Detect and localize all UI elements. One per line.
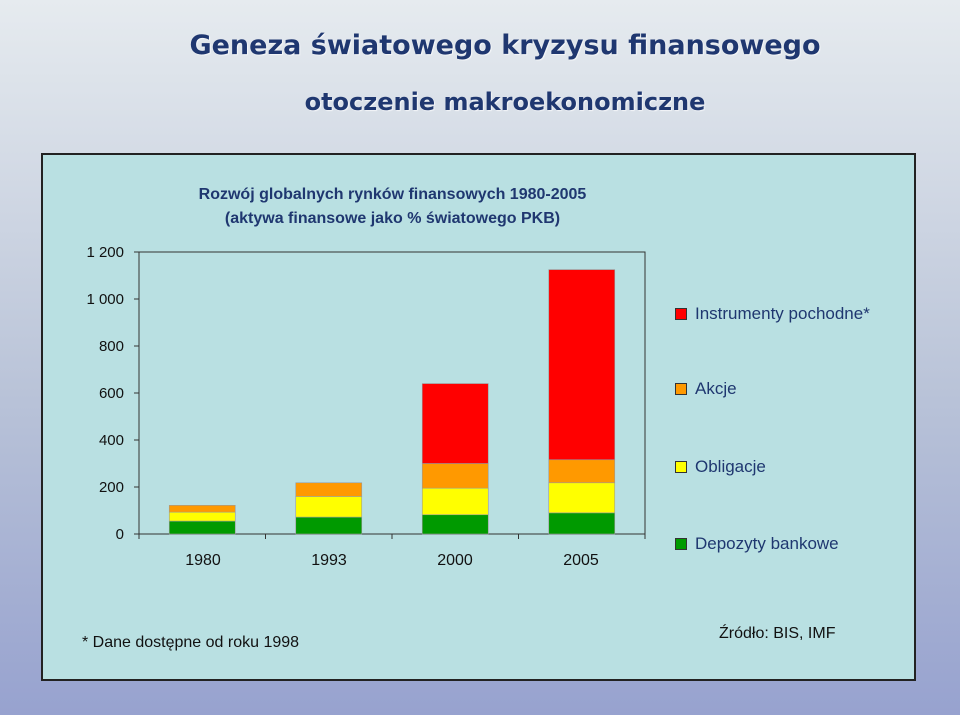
- bar-segment: [421, 487, 489, 516]
- bar-segment: [295, 482, 363, 497]
- x-tick-label: 2005: [563, 552, 599, 569]
- bar-segment: [295, 516, 363, 535]
- page-title: Geneza światowego kryzysu finansowego: [189, 30, 821, 61]
- bar-segment: [421, 463, 489, 489]
- y-tick-label: 200: [98, 479, 124, 496]
- legend-label: Akcje: [695, 379, 737, 398]
- bar-segment: [421, 383, 489, 464]
- bar-segment: [548, 269, 616, 461]
- bar-segment: [295, 496, 363, 518]
- y-tick-label: 600: [98, 385, 124, 402]
- footnote: * Dane dostępne od roku 1998: [82, 634, 300, 651]
- bar-segment: [421, 514, 489, 535]
- chart-subtitle: (aktywa finansowe jako % światowego PKB): [224, 210, 561, 227]
- y-tick-label: 0: [115, 526, 124, 543]
- bar-segment: [548, 512, 616, 535]
- chart-title-block: Rozwój globalnych rynków finansowych 198…: [140, 183, 645, 231]
- bar-segment: [168, 505, 236, 513]
- page-subtitle: otoczenie makroekonomiczne: [304, 88, 706, 116]
- bar-segment: [548, 459, 616, 484]
- x-tick-label: 1980: [185, 552, 221, 569]
- bar-segment: [168, 520, 236, 535]
- legend-swatch: [675, 383, 687, 395]
- y-tick-label: 800: [98, 338, 124, 355]
- legend-label: Instrumenty pochodne*: [695, 304, 870, 323]
- source-note: Źródło: BIS, IMF: [719, 625, 836, 642]
- legend-swatch: [675, 538, 687, 550]
- bar-segment: [548, 482, 616, 514]
- chart-title: Rozwój globalnych rynków finansowych 198…: [198, 186, 587, 203]
- x-tick-label: 1993: [311, 552, 347, 569]
- bar-segment: [168, 511, 236, 522]
- legend-swatch: [675, 461, 687, 473]
- y-tick-label: 1 000: [86, 291, 124, 308]
- legend-label: Depozyty bankowe: [695, 534, 839, 553]
- y-tick-label: 400: [98, 432, 124, 449]
- legend-swatch: [675, 308, 687, 320]
- legend-label: Obligacje: [695, 457, 766, 476]
- x-tick-label: 2000: [437, 552, 473, 569]
- y-tick-label: 1 200: [86, 244, 124, 261]
